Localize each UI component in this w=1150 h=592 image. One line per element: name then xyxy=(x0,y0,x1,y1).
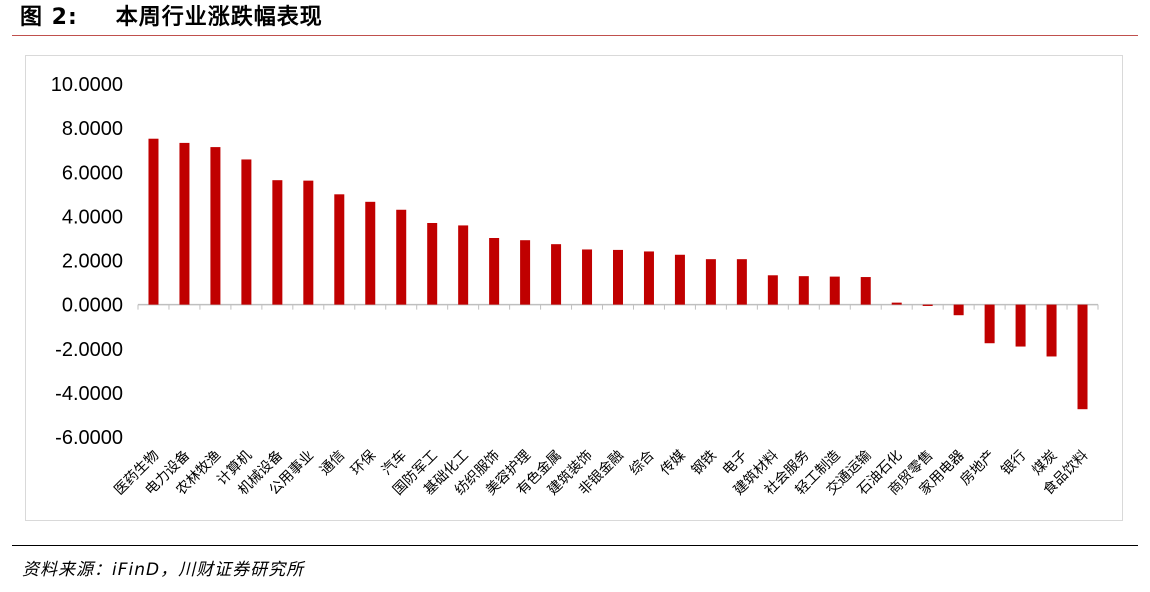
bar xyxy=(520,240,531,305)
chart-frame: 10.0000 8.0000 6.0000 4.0000 2.0000 0.0000 -2.… xyxy=(25,55,1123,521)
y-tick-label: 6.0000 xyxy=(62,162,123,184)
x-tick-label: 通信 xyxy=(317,448,348,479)
bar xyxy=(767,275,778,305)
figure-label: 图 2: xyxy=(20,5,78,30)
source-divider xyxy=(12,545,1138,546)
bar xyxy=(458,225,469,305)
bar xyxy=(736,259,747,305)
bar xyxy=(1015,304,1026,347)
bar xyxy=(1077,304,1088,410)
bar xyxy=(179,142,190,305)
y-tick-label: 10.0000 xyxy=(51,74,123,96)
y-tick-label: -6.0000 xyxy=(55,427,123,449)
bar xyxy=(365,201,376,305)
bar xyxy=(674,254,685,305)
x-tick-label: 环保 xyxy=(348,448,379,479)
bar xyxy=(272,180,283,305)
bar xyxy=(551,244,562,305)
figure-title: 图 2: 本周行业涨跌幅表现 xyxy=(20,2,323,34)
bar xyxy=(241,159,252,305)
bar xyxy=(705,259,716,305)
bar xyxy=(984,304,995,344)
x-tick-label: 传媒 xyxy=(658,448,689,479)
bar xyxy=(1046,304,1057,357)
y-tick-label: 0.0000 xyxy=(62,295,123,317)
bar xyxy=(798,276,809,305)
bar xyxy=(860,277,871,305)
bar xyxy=(891,302,902,305)
bar xyxy=(210,147,221,305)
title-divider xyxy=(12,35,1138,36)
x-tick-label: 银行 xyxy=(998,448,1029,479)
x-tick-label: 钢铁 xyxy=(689,448,720,479)
bar xyxy=(643,251,654,305)
y-tick-label: 2.0000 xyxy=(62,251,123,273)
y-tick-label: -2.0000 xyxy=(55,339,123,361)
bar xyxy=(582,249,593,305)
bar xyxy=(613,249,623,305)
bar xyxy=(922,304,933,306)
bar xyxy=(303,180,314,305)
figure-title-text: 本周行业涨跌幅表现 xyxy=(115,5,323,30)
source-note: 资料来源：iFinD，川财证券研究所 xyxy=(22,560,305,580)
x-tick-label: 房地产 xyxy=(957,448,998,489)
bar xyxy=(148,138,159,305)
bar xyxy=(953,304,964,316)
bar xyxy=(396,209,407,305)
bar xyxy=(334,194,345,305)
y-tick-label: 4.0000 xyxy=(62,206,123,228)
bar xyxy=(829,276,840,305)
bar xyxy=(489,237,500,305)
y-tick-label: -4.0000 xyxy=(55,383,123,405)
bar-chart: 10.0000 8.0000 6.0000 4.0000 2.0000 0.0000 -2.… xyxy=(51,74,1099,498)
y-tick-label: 8.0000 xyxy=(62,118,123,140)
x-tick-label: 综合 xyxy=(627,448,658,479)
bar xyxy=(427,222,438,305)
